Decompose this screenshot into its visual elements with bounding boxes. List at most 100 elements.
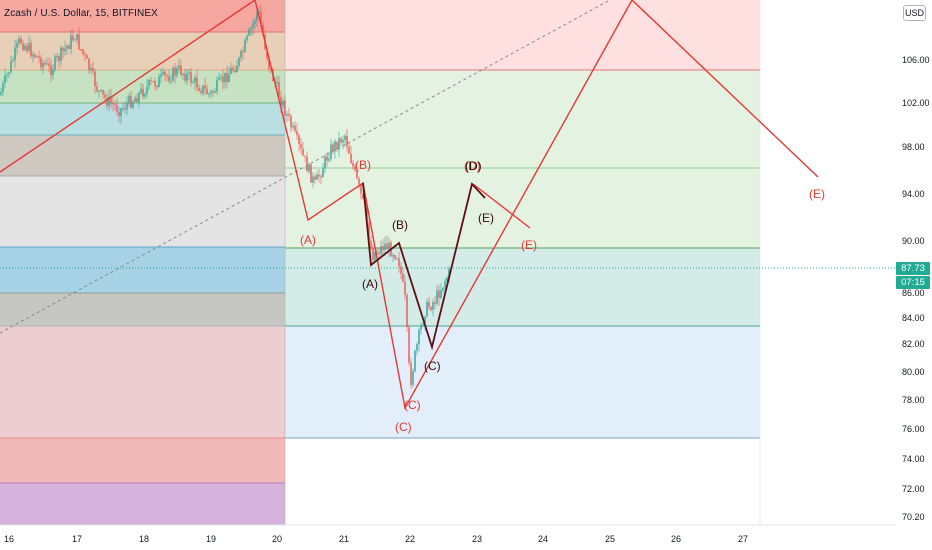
candle-body: [254, 20, 256, 24]
candle-body: [338, 138, 340, 150]
candle-body: [38, 56, 40, 58]
dashed-trendline[interactable]: [0, 0, 611, 334]
candle-body: [50, 65, 52, 76]
candle-body: [360, 184, 362, 194]
candle-body: [222, 76, 224, 83]
candle-body: [36, 56, 38, 58]
candle-body: [302, 148, 304, 156]
candle-body: [120, 108, 122, 117]
candle-body: [282, 100, 284, 106]
candle-body: [294, 125, 296, 131]
bar-countdown-label: 07:15: [896, 276, 930, 289]
candle-body: [234, 69, 236, 73]
candle-body: [330, 144, 332, 159]
candle-body: [342, 139, 344, 143]
fib-zone-left: [0, 0, 285, 525]
candle-body: [306, 156, 308, 172]
candle-body: [44, 62, 46, 65]
candle-body: [238, 57, 240, 67]
time-tick: 16: [4, 534, 14, 544]
candle-body: [404, 281, 406, 295]
candle-body: [118, 111, 120, 117]
candle-body: [246, 35, 248, 41]
candle-body: [34, 54, 36, 58]
candle-body: [110, 96, 112, 104]
candle-body: [216, 79, 218, 92]
candle-body: [368, 223, 370, 241]
candle-body: [60, 47, 62, 61]
candle-body: [288, 114, 290, 117]
candle-body: [374, 252, 376, 260]
price-tick: 80.00: [902, 367, 925, 377]
symbol-title[interactable]: Zcash / U.S. Dollar, 15, BITFINEX: [4, 8, 158, 19]
candle-body: [354, 166, 356, 171]
currency-selector[interactable]: USD: [903, 5, 926, 21]
candle-body: [156, 85, 158, 88]
candle-body: [432, 302, 434, 310]
candle-body: [20, 38, 22, 44]
candle-body: [336, 141, 338, 150]
candle-body: [68, 45, 70, 49]
candle-body: [372, 248, 374, 260]
time-axis[interactable]: 16 17 18 19 20 21 22 23 24 25 26 27: [0, 524, 895, 550]
candle-body: [420, 325, 422, 330]
candle-body: [250, 28, 252, 30]
wave-label-dark-e: (E): [478, 211, 494, 225]
candle-body: [90, 67, 92, 71]
candle-body: [298, 135, 300, 144]
candle-body: [394, 255, 396, 259]
candle-body: [300, 143, 302, 149]
candle-body: [28, 43, 30, 51]
candle-body: [386, 243, 388, 250]
candle-body: [168, 76, 170, 81]
candle-body: [392, 255, 394, 257]
candle-body: [248, 29, 250, 36]
candle-body: [320, 176, 322, 178]
candle-body: [240, 51, 242, 58]
candle-body: [284, 100, 286, 116]
candle-body: [260, 11, 262, 25]
candle-body: [100, 89, 102, 91]
wave-label-dark-b: (B): [392, 218, 408, 232]
candle-body: [188, 72, 190, 74]
candle-body: [262, 24, 264, 35]
candle-body: [132, 101, 134, 108]
time-tick: 18: [139, 534, 149, 544]
candle-body: [26, 45, 28, 51]
candle-body: [224, 72, 226, 83]
price-tick: 90.00: [902, 236, 925, 246]
price-tick: 86.00: [902, 288, 925, 298]
candle-body: [106, 97, 108, 106]
candle-body: [204, 85, 206, 89]
candle-body: [10, 61, 12, 73]
candle-body: [92, 67, 94, 72]
candle-body: [410, 362, 412, 385]
candle-body: [232, 67, 234, 70]
candle-body: [128, 96, 130, 104]
candle-body: [124, 108, 126, 110]
price-tick: 106.00: [902, 55, 930, 65]
candle-body: [380, 246, 382, 254]
dark-wave-count[interactable]: [362, 182, 486, 351]
candle-body: [442, 287, 444, 291]
time-tick: 19: [206, 534, 216, 544]
red-wave-sub[interactable]: [472, 183, 531, 229]
candle-body: [176, 68, 178, 76]
candle-body: [104, 94, 106, 98]
candle-body: [226, 72, 228, 83]
candle-body: [430, 307, 432, 310]
candle-body: [154, 81, 156, 86]
candle-body: [436, 290, 438, 304]
candle-body: [88, 58, 90, 71]
candle-body: [122, 108, 124, 110]
price-axis[interactable]: 106.00 102.00 98.00 94.00 90.00 86.00 84…: [895, 0, 932, 550]
wave-labels: (B) (A) (C) (C) (D) (E) (E) (B) (A) (C) …: [300, 158, 825, 434]
candle-body: [310, 164, 312, 183]
candle-body: [286, 114, 288, 116]
candle-body: [126, 103, 128, 110]
candle-body: [178, 65, 180, 69]
candle-body: [312, 176, 314, 183]
candle-body: [384, 243, 386, 251]
